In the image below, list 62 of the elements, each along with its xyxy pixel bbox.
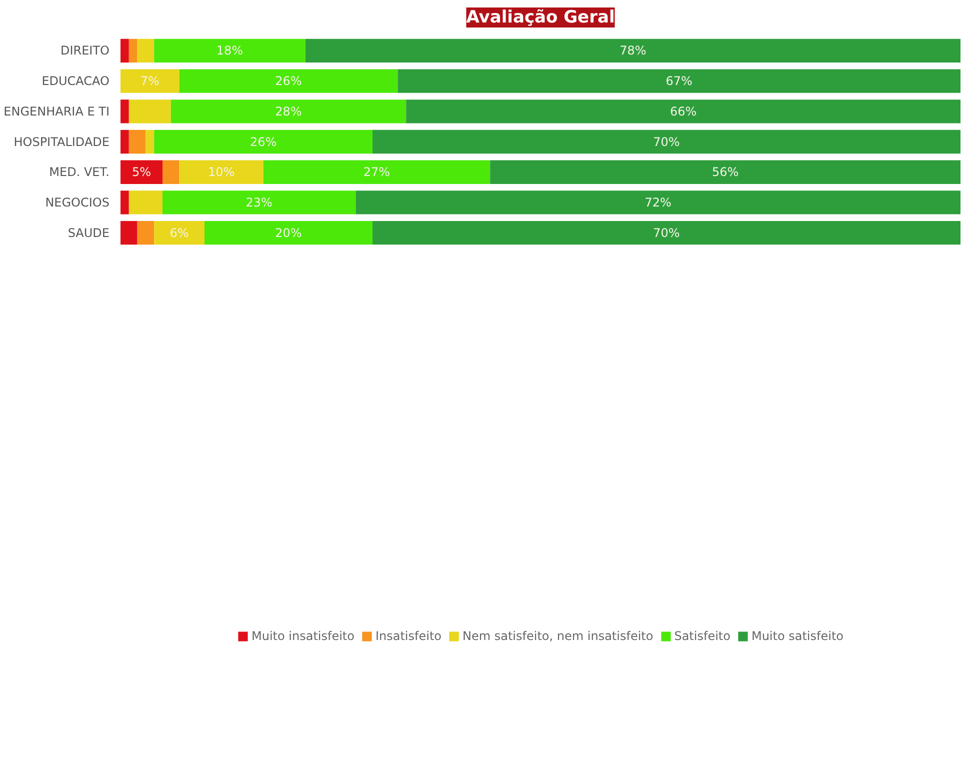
bar [146, 130, 154, 154]
bar [406, 100, 960, 124]
data-label: 10% [208, 165, 235, 180]
bar [120, 38, 129, 63]
bar [490, 160, 960, 184]
bar [204, 220, 372, 245]
y-tick-label: SAUDE [68, 226, 110, 240]
chart-title: Avaliação Geral [466, 8, 615, 28]
data-label: 6% [170, 226, 189, 240]
data-label: 26% [250, 134, 277, 149]
bar [128, 100, 171, 124]
legend-label: Muito insatisfeito [251, 628, 354, 642]
y-tick-label: MED. VET. [49, 165, 110, 180]
bar [179, 69, 398, 93]
bar [128, 38, 138, 63]
data-label: 70% [653, 134, 680, 149]
data-label: 56% [712, 165, 739, 180]
bar [120, 130, 129, 154]
data-label: 18% [216, 44, 244, 58]
data-label: 23% [246, 195, 272, 210]
bar [120, 220, 138, 245]
bar [120, 100, 129, 124]
bar [154, 38, 306, 63]
data-label: 26% [275, 74, 302, 88]
bar [372, 220, 960, 245]
bar [162, 190, 356, 214]
bar [372, 130, 960, 154]
bar [120, 69, 180, 93]
legend-label: Nem satisfeito, nem insatisfeito [462, 628, 654, 642]
data-label: 7% [140, 74, 160, 88]
bar [356, 190, 960, 214]
data-label: 66% [670, 104, 697, 118]
y-tick-label: NEGOCIOS [45, 195, 110, 210]
bar [179, 160, 264, 184]
data-label: 78% [620, 44, 646, 58]
y-tick-label: DIREITO [60, 44, 110, 58]
bar [305, 38, 960, 63]
data-label: 27% [363, 165, 390, 180]
legend-label: Muito satisfeito [751, 628, 844, 642]
bar [263, 160, 490, 184]
legend-label: Satisfeito [674, 628, 730, 642]
data-label: 70% [653, 226, 680, 240]
data-label: 5% [132, 165, 152, 180]
y-tick-label: EDUCACAO [42, 74, 110, 88]
bar [120, 160, 162, 184]
bar [120, 190, 129, 214]
bar [137, 220, 154, 245]
bar [162, 160, 180, 184]
bar [128, 190, 162, 214]
data-label: 20% [275, 226, 302, 240]
bar [128, 130, 146, 154]
legend-label: Insatisfeito [375, 628, 442, 642]
data-label: 72% [644, 195, 672, 210]
bar [170, 100, 406, 124]
bar [154, 220, 204, 245]
bar [154, 130, 372, 154]
y-tick-label: ENGENHARIA E TI [4, 104, 110, 118]
data-label: 28% [275, 104, 302, 118]
y-tick-label: HOSPITALIDADE [14, 134, 110, 149]
bar [137, 38, 154, 63]
bar [398, 69, 960, 93]
data-label: 67% [666, 74, 692, 88]
